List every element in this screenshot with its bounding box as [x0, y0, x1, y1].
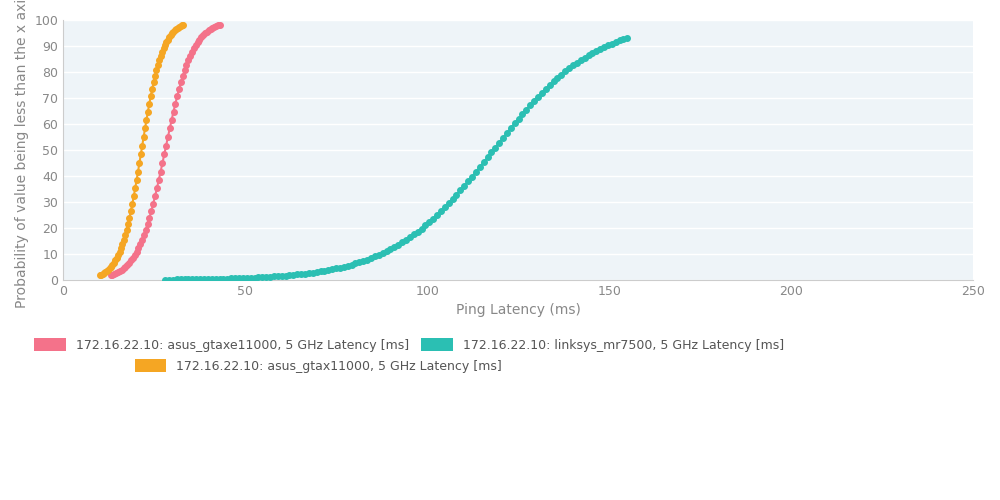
172.16.22.10: asus_gtax11000, 5 GHz Latency [ms]: (24.4, 73.4): asus_gtax11000, 5 GHz Latency [ms]: (24.… [146, 86, 158, 92]
172.16.22.10: linksys_mr7500, 5 GHz Latency [ms]: (128, 67.2): linksys_mr7500, 5 GHz Latency [ms]: (128… [524, 102, 536, 108]
172.16.22.10: asus_gtax11000, 5 GHz Latency [ms]: (13.9, 6.64): asus_gtax11000, 5 GHz Latency [ms]: (13.… [108, 260, 120, 266]
Line: 172.16.22.10: asus_gtax11000, 5 GHz Latency [ms]: 172.16.22.10: asus_gtax11000, 5 GHz Late… [97, 22, 186, 278]
172.16.22.10: asus_gtax11000, 5 GHz Latency [ms]: (17.8, 21.6): asus_gtax11000, 5 GHz Latency [ms]: (17.… [122, 221, 134, 227]
172.16.22.10: asus_gtax11000, 5 GHz Latency [ms]: (33, 98.2): asus_gtax11000, 5 GHz Latency [ms]: (33,… [177, 22, 189, 28]
172.16.22.10: linksys_mr7500, 5 GHz Latency [ms]: (116, 45.3): linksys_mr7500, 5 GHz Latency [ms]: (116… [478, 159, 490, 165]
172.16.22.10: asus_gtaxe11000, 5 GHz Latency [ms]: (23.2, 21.6): asus_gtaxe11000, 5 GHz Latency [ms]: (23… [142, 221, 154, 227]
172.16.22.10: asus_gtaxe11000, 5 GHz Latency [ms]: (22.7, 19.4): asus_gtaxe11000, 5 GHz Latency [ms]: (22… [140, 226, 152, 232]
172.16.22.10: asus_gtaxe11000, 5 GHz Latency [ms]: (21.6, 15.5): asus_gtaxe11000, 5 GHz Latency [ms]: (21… [136, 236, 148, 242]
172.16.22.10: asus_gtax11000, 5 GHz Latency [ms]: (10, 1.8): asus_gtax11000, 5 GHz Latency [ms]: (10,… [94, 272, 106, 278]
172.16.22.10: linksys_mr7500, 5 GHz Latency [ms]: (54.7, 1.1): linksys_mr7500, 5 GHz Latency [ms]: (54.… [256, 274, 268, 280]
172.16.22.10: asus_gtax11000, 5 GHz Latency [ms]: (17.4, 19.4): asus_gtax11000, 5 GHz Latency [ms]: (17.… [121, 226, 133, 232]
172.16.22.10: linksys_mr7500, 5 GHz Latency [ms]: (155, 93.2): linksys_mr7500, 5 GHz Latency [ms]: (155… [621, 35, 633, 41]
X-axis label: Ping Latency (ms): Ping Latency (ms) [456, 304, 581, 318]
172.16.22.10: linksys_mr7500, 5 GHz Latency [ms]: (98.4, 19.8): linksys_mr7500, 5 GHz Latency [ms]: (98.… [416, 226, 428, 232]
172.16.22.10: asus_gtaxe11000, 5 GHz Latency [ms]: (13, 1.8): asus_gtaxe11000, 5 GHz Latency [ms]: (13… [105, 272, 117, 278]
172.16.22.10: asus_gtax11000, 5 GHz Latency [ms]: (16.6, 15.5): asus_gtax11000, 5 GHz Latency [ms]: (16.… [118, 236, 130, 242]
172.16.22.10: linksys_mr7500, 5 GHz Latency [ms]: (28, 0.168): linksys_mr7500, 5 GHz Latency [ms]: (28,… [159, 276, 171, 282]
172.16.22.10: linksys_mr7500, 5 GHz Latency [ms]: (151, 90.9): linksys_mr7500, 5 GHz Latency [ms]: (151… [606, 40, 618, 46]
Legend: 172.16.22.10: asus_gtax11000, 5 GHz Latency [ms]: 172.16.22.10: asus_gtax11000, 5 GHz Late… [130, 354, 507, 378]
172.16.22.10: asus_gtaxe11000, 5 GHz Latency [ms]: (18.1, 6.64): asus_gtaxe11000, 5 GHz Latency [ms]: (18… [123, 260, 135, 266]
Line: 172.16.22.10: linksys_mr7500, 5 GHz Latency [ms]: 172.16.22.10: linksys_mr7500, 5 GHz Late… [162, 35, 630, 282]
Line: 172.16.22.10: asus_gtaxe11000, 5 GHz Latency [ms]: 172.16.22.10: asus_gtaxe11000, 5 GHz Lat… [108, 22, 223, 278]
172.16.22.10: asus_gtaxe11000, 5 GHz Latency [ms]: (43, 98.2): asus_gtaxe11000, 5 GHz Latency [ms]: (43… [214, 22, 226, 28]
172.16.22.10: asus_gtaxe11000, 5 GHz Latency [ms]: (20.6, 12.3): asus_gtaxe11000, 5 GHz Latency [ms]: (20… [132, 245, 144, 251]
172.16.22.10: asus_gtaxe11000, 5 GHz Latency [ms]: (31.8, 73.4): asus_gtaxe11000, 5 GHz Latency [ms]: (31… [173, 86, 185, 92]
172.16.22.10: linksys_mr7500, 5 GHz Latency [ms]: (62.2, 1.85): linksys_mr7500, 5 GHz Latency [ms]: (62.… [283, 272, 295, 278]
172.16.22.10: asus_gtax11000, 5 GHz Latency [ms]: (15.8, 12.3): asus_gtax11000, 5 GHz Latency [ms]: (15.… [115, 245, 127, 251]
Y-axis label: Probability of value being less than the x axis: Probability of value being less than the… [15, 0, 29, 308]
